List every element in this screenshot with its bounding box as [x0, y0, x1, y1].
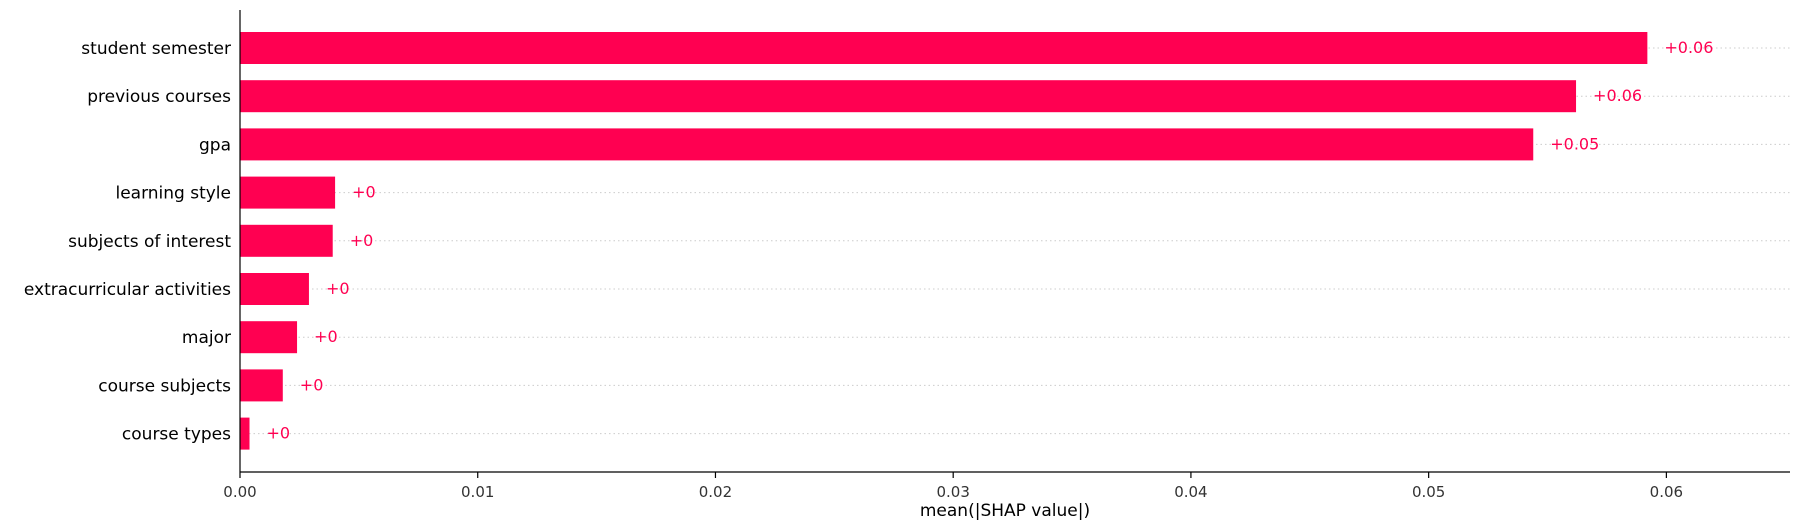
value-labels: +0.06 +0.06 +0.05 +0 +0 +0 +0 +0 +0: [267, 38, 1714, 443]
value-label: +0: [350, 231, 374, 250]
feature-label: major: [182, 328, 231, 348]
value-label: +0: [314, 327, 338, 346]
feature-label: course subjects: [98, 376, 231, 396]
x-tick-label: 0.02: [699, 483, 732, 501]
x-axis-ticks: 0.00 0.01 0.02 0.03 0.04 0.05 0.06: [223, 472, 1683, 501]
bar: [240, 369, 283, 402]
bar: [240, 128, 1534, 161]
x-tick-label: 0.03: [936, 483, 969, 501]
bar: [240, 80, 1577, 113]
feature-label: extracurricular activities: [24, 280, 231, 300]
feature-label: gpa: [199, 135, 231, 155]
value-label: +0.06: [1664, 38, 1713, 57]
bar: [240, 176, 336, 209]
value-label: +0.05: [1550, 134, 1599, 153]
x-tick-label: 0.00: [223, 483, 256, 501]
bar: [240, 32, 1648, 64]
value-label: +0: [267, 424, 291, 443]
feature-labels: student semester previous courses gpa learn…: [24, 39, 231, 445]
bar: [240, 321, 298, 354]
x-tick-label: 0.01: [461, 483, 494, 501]
bar: [240, 224, 333, 257]
feature-label: subjects of interest: [68, 232, 231, 252]
value-label: +0: [326, 279, 350, 298]
feature-label: student semester: [81, 39, 231, 59]
x-tick-label: 0.06: [1650, 483, 1683, 501]
bar: [240, 417, 250, 450]
feature-label: previous courses: [87, 87, 231, 107]
feature-label: course types: [122, 425, 231, 445]
bar: [240, 273, 309, 305]
x-tick-label: 0.05: [1412, 483, 1445, 501]
feature-label: learning style: [115, 184, 231, 204]
x-axis-title: mean(|SHAP value|): [920, 501, 1090, 521]
bars: [240, 32, 1648, 450]
value-label: +0.06: [1593, 86, 1642, 105]
value-label: +0: [352, 183, 376, 202]
x-tick-label: 0.04: [1174, 483, 1207, 501]
value-label: +0: [300, 375, 324, 394]
